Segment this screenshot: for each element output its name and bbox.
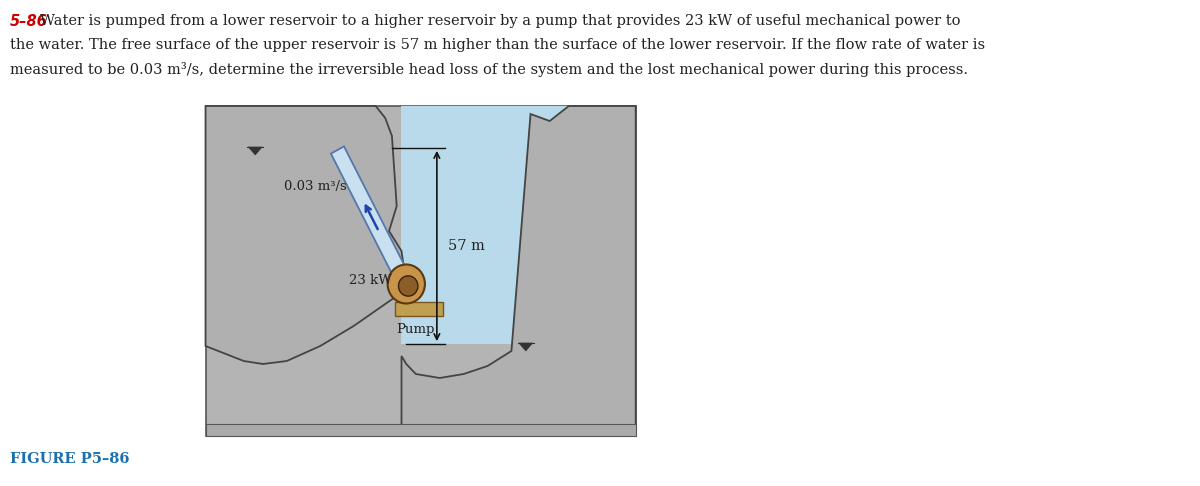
Text: 23 kW: 23 kW — [349, 274, 391, 287]
Circle shape — [388, 264, 425, 303]
Text: Water is pumped from a lower reservoir to a higher reservoir by a pump that prov: Water is pumped from a lower reservoir t… — [40, 14, 961, 28]
Bar — [205, 106, 636, 436]
Polygon shape — [331, 146, 406, 274]
Text: the water. The free surface of the upper reservoir is 57 m higher than the surfa: the water. The free surface of the upper… — [10, 38, 985, 52]
Polygon shape — [205, 106, 412, 364]
Polygon shape — [402, 106, 636, 344]
Polygon shape — [248, 147, 262, 155]
Text: Pump: Pump — [397, 323, 436, 335]
Text: 0.03 m³/s: 0.03 m³/s — [284, 179, 347, 192]
Polygon shape — [205, 424, 636, 436]
Text: 5–86: 5–86 — [10, 14, 47, 29]
Polygon shape — [518, 343, 533, 351]
Text: measured to be 0.03 m³/s, determine the irreversible head loss of the system and: measured to be 0.03 m³/s, determine the … — [10, 62, 967, 77]
Bar — [395, 301, 443, 315]
Text: 57 m: 57 m — [449, 239, 485, 253]
Circle shape — [398, 276, 418, 296]
Text: FIGURE P5–86: FIGURE P5–86 — [10, 452, 130, 466]
Polygon shape — [402, 106, 636, 436]
Polygon shape — [205, 106, 354, 148]
